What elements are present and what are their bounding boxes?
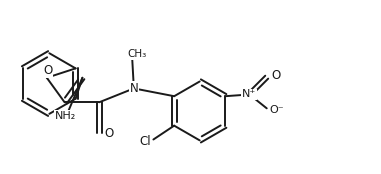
Text: N: N: [130, 82, 138, 95]
Text: CH₃: CH₃: [128, 49, 147, 59]
Text: O: O: [272, 69, 281, 82]
Text: O: O: [104, 127, 114, 140]
Text: Cl: Cl: [140, 135, 151, 148]
Text: N⁺: N⁺: [242, 89, 256, 100]
Text: N: N: [130, 82, 138, 95]
Text: O: O: [104, 127, 114, 140]
Text: NH₂: NH₂: [54, 111, 76, 121]
Text: O⁻: O⁻: [270, 105, 285, 115]
Text: O: O: [43, 64, 52, 77]
Text: O: O: [43, 64, 52, 77]
